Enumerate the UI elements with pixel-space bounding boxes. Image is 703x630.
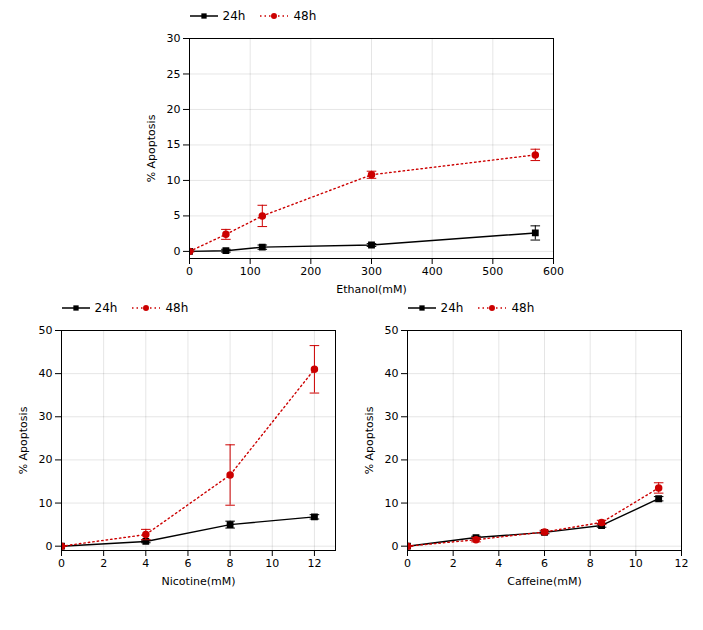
svg-text:50: 50 xyxy=(38,324,52,337)
svg-text:20: 20 xyxy=(384,453,398,466)
html-text:48h: 48h xyxy=(293,9,317,23)
html-text:24h: 24h xyxy=(94,301,118,315)
svg-text:10: 10 xyxy=(38,497,52,510)
svg-text:8: 8 xyxy=(586,557,593,570)
svg-text:2: 2 xyxy=(449,557,456,570)
svg-text:12: 12 xyxy=(674,557,688,570)
html-text:48h: 48h xyxy=(165,301,189,315)
svg-text:% Apoptosis: % Apoptosis xyxy=(145,114,158,182)
svg-text:% Apoptosis: % Apoptosis xyxy=(17,406,30,474)
svg-text:10: 10 xyxy=(628,557,642,570)
html-text:48h: 48h xyxy=(511,301,535,315)
svg-text:10: 10 xyxy=(166,174,180,187)
svg-text:40: 40 xyxy=(38,367,52,380)
svg-text:10: 10 xyxy=(265,557,279,570)
svg-text:50: 50 xyxy=(384,324,398,337)
svg-text:30: 30 xyxy=(38,410,52,423)
svg-text:0: 0 xyxy=(186,265,193,278)
html-text:24h: 24h xyxy=(222,9,246,23)
svg-text:0: 0 xyxy=(391,540,398,553)
svg-text:12: 12 xyxy=(307,557,321,570)
svg-text:600: 600 xyxy=(543,265,564,278)
svg-text:20: 20 xyxy=(38,453,52,466)
svg-text:30: 30 xyxy=(166,32,180,45)
svg-text:30: 30 xyxy=(384,410,398,423)
svg-text:0: 0 xyxy=(404,557,411,570)
html-text:24h: 24h xyxy=(440,301,464,315)
svg-text:15: 15 xyxy=(166,138,180,151)
svg-text:4: 4 xyxy=(495,557,502,570)
svg-text:0: 0 xyxy=(173,245,180,258)
svg-text:% Apoptosis: % Apoptosis xyxy=(363,406,376,474)
svg-text:6: 6 xyxy=(184,557,191,570)
svg-text:25: 25 xyxy=(166,68,180,81)
svg-text:6: 6 xyxy=(541,557,548,570)
svg-text:20: 20 xyxy=(166,103,180,116)
svg-text:100: 100 xyxy=(239,265,260,278)
svg-text:Nicotine(mM): Nicotine(mM) xyxy=(161,575,235,588)
svg-text:500: 500 xyxy=(482,265,503,278)
svg-text:2: 2 xyxy=(100,557,107,570)
svg-text:5: 5 xyxy=(173,209,180,222)
svg-text:0: 0 xyxy=(45,540,52,553)
svg-text:300: 300 xyxy=(361,265,382,278)
svg-text:200: 200 xyxy=(300,265,321,278)
svg-text:40: 40 xyxy=(384,367,398,380)
svg-text:8: 8 xyxy=(226,557,233,570)
svg-text:Caffeine(mM): Caffeine(mM) xyxy=(507,575,581,588)
svg-text:Ethanol(mM): Ethanol(mM) xyxy=(336,283,407,296)
svg-text:0: 0 xyxy=(58,557,65,570)
svg-text:4: 4 xyxy=(142,557,149,570)
svg-text:10: 10 xyxy=(384,497,398,510)
svg-text:400: 400 xyxy=(421,265,442,278)
